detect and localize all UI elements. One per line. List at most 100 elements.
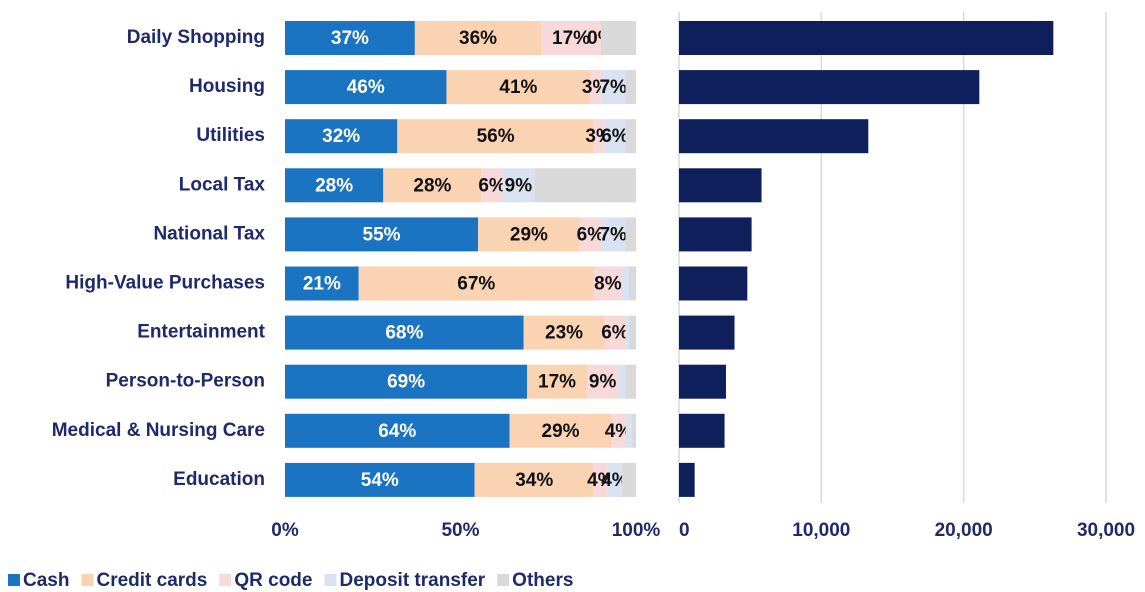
x-tick-label: 20,000 <box>935 520 993 541</box>
legend-label: Others <box>512 570 573 591</box>
legend-swatch <box>8 574 20 586</box>
bar-segment <box>285 21 415 55</box>
value-label: 6% <box>601 323 629 344</box>
bar <box>679 413 725 448</box>
category-label: Medical & Nursing Care <box>52 420 265 441</box>
bar <box>679 315 735 350</box>
value-label: 69% <box>387 372 425 393</box>
bar-segment <box>621 462 636 497</box>
bar-segment <box>446 70 591 105</box>
x-tick-label: 0 <box>679 520 690 541</box>
value-label: 21% <box>303 274 341 295</box>
category-label: Person-to-Person <box>106 371 265 392</box>
legend-label: Cash <box>23 570 69 591</box>
x-tick-label: 50% <box>441 520 479 541</box>
bar-segment <box>541 21 601 55</box>
bar-segment <box>502 168 535 203</box>
value-label: 54% <box>361 470 399 491</box>
category-label: High-Value Purchases <box>65 273 265 294</box>
bar-segment <box>625 413 633 448</box>
x-tick-label: 30,000 <box>1077 520 1135 541</box>
bar-segment <box>611 413 626 448</box>
bar-segment <box>358 266 594 301</box>
bar-segment <box>618 364 626 399</box>
legend-swatch <box>324 574 337 586</box>
value-label: 67% <box>457 274 495 295</box>
category-label: National Tax <box>153 223 265 244</box>
value-label: 6% <box>601 126 629 147</box>
bar <box>679 119 869 154</box>
value-label: 68% <box>385 323 423 344</box>
category-label: Utilities <box>196 125 265 146</box>
bar-segment <box>593 266 622 301</box>
bar-segment <box>285 364 528 399</box>
bar-segment <box>593 119 605 154</box>
bar-segment <box>600 217 626 252</box>
bar-segment <box>579 217 601 252</box>
bar-segment <box>600 21 636 55</box>
x-tick-label: 0% <box>271 520 299 541</box>
value-label: 29% <box>510 224 548 245</box>
value-label: 9% <box>505 175 533 196</box>
bar-segment <box>285 217 479 252</box>
category-label: Housing <box>189 76 265 97</box>
x-tick-label: 10,000 <box>792 520 850 541</box>
value-label: 36% <box>459 28 497 49</box>
bar-segment <box>625 119 636 154</box>
bar-segment <box>285 462 475 497</box>
bar-segment <box>397 119 594 154</box>
value-label: 28% <box>413 175 451 196</box>
bar-segment <box>523 315 605 350</box>
value-label: 23% <box>545 323 583 344</box>
value-label: 28% <box>315 175 353 196</box>
legend-swatch <box>497 574 510 586</box>
bar-segment <box>534 168 636 203</box>
bar-segment <box>625 315 629 350</box>
bar <box>679 168 762 203</box>
value-label: 56% <box>477 126 515 147</box>
value-label: 6% <box>478 175 506 196</box>
bar-segment <box>604 119 626 154</box>
value-label: 34% <box>515 470 553 491</box>
bar <box>679 217 752 252</box>
bar-segment <box>625 217 636 252</box>
bar-segment <box>481 168 503 203</box>
value-label: 7% <box>599 224 627 245</box>
value-label: 46% <box>347 77 385 98</box>
bar-segment <box>285 266 359 301</box>
value-label: 4% <box>601 470 629 491</box>
bar-segment <box>285 168 384 203</box>
bar-segment <box>285 413 510 448</box>
value-label: 4% <box>605 421 633 442</box>
value-label: 37% <box>331 28 369 49</box>
x-tick-label: 100% <box>612 520 661 541</box>
category-label: Entertainment <box>137 322 265 343</box>
bar-segment <box>607 462 622 497</box>
bar <box>679 462 695 497</box>
value-label: 32% <box>322 126 360 147</box>
bar-segment <box>600 70 626 105</box>
bar <box>679 364 726 399</box>
bar-segment <box>621 266 629 301</box>
bar-segment <box>625 364 636 399</box>
bar <box>679 266 748 301</box>
category-label: Local Tax <box>179 174 266 195</box>
bar <box>679 21 1054 55</box>
value-label: 64% <box>378 421 416 442</box>
value-label: 55% <box>363 224 401 245</box>
bar-segment <box>478 217 580 252</box>
bar-segment <box>590 70 601 105</box>
legend-label: Credit cards <box>96 570 207 591</box>
category-label: Education <box>173 469 265 490</box>
bar-segment <box>625 70 636 105</box>
bar-segment <box>509 413 612 448</box>
value-label: 41% <box>499 77 537 98</box>
legend-label: QR code <box>234 570 312 591</box>
bar-segment <box>285 70 447 105</box>
bar-segment <box>604 315 626 350</box>
legend-swatch <box>81 574 94 586</box>
bar-segment <box>285 119 398 154</box>
bar-segment <box>414 21 542 55</box>
bar <box>679 70 980 105</box>
